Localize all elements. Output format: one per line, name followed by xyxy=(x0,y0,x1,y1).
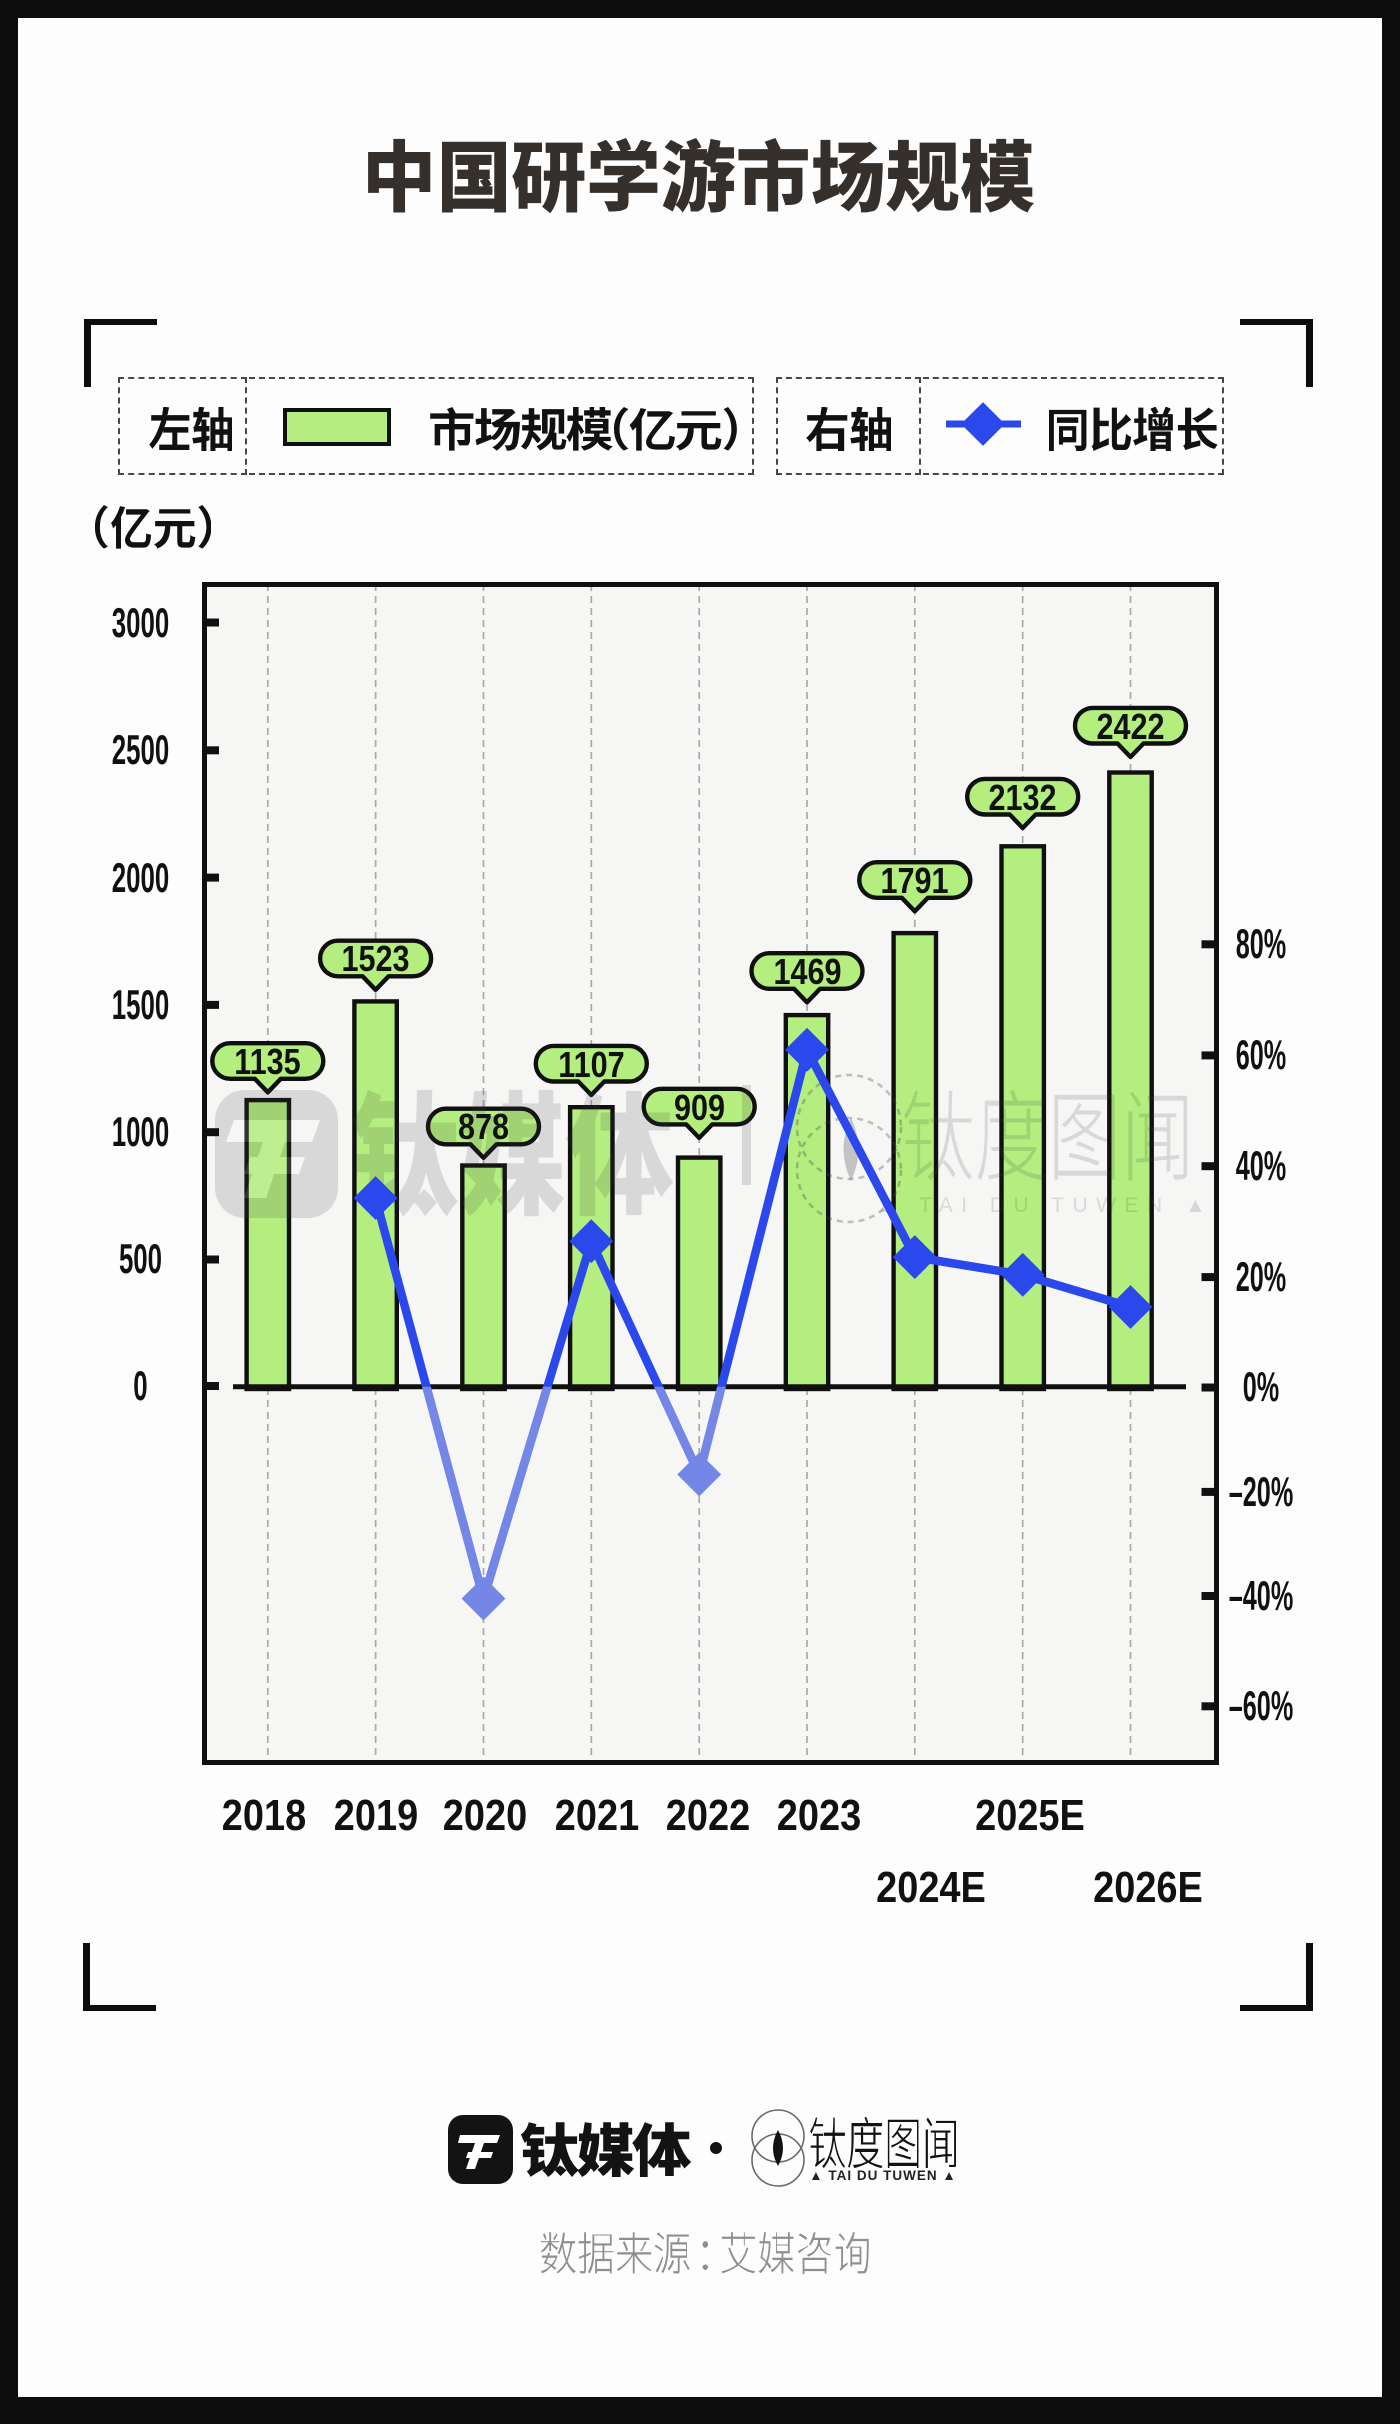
svg-text:▲ TAI DU TUWEN ▲: ▲ TAI DU TUWEN ▲ xyxy=(876,1194,1215,1217)
